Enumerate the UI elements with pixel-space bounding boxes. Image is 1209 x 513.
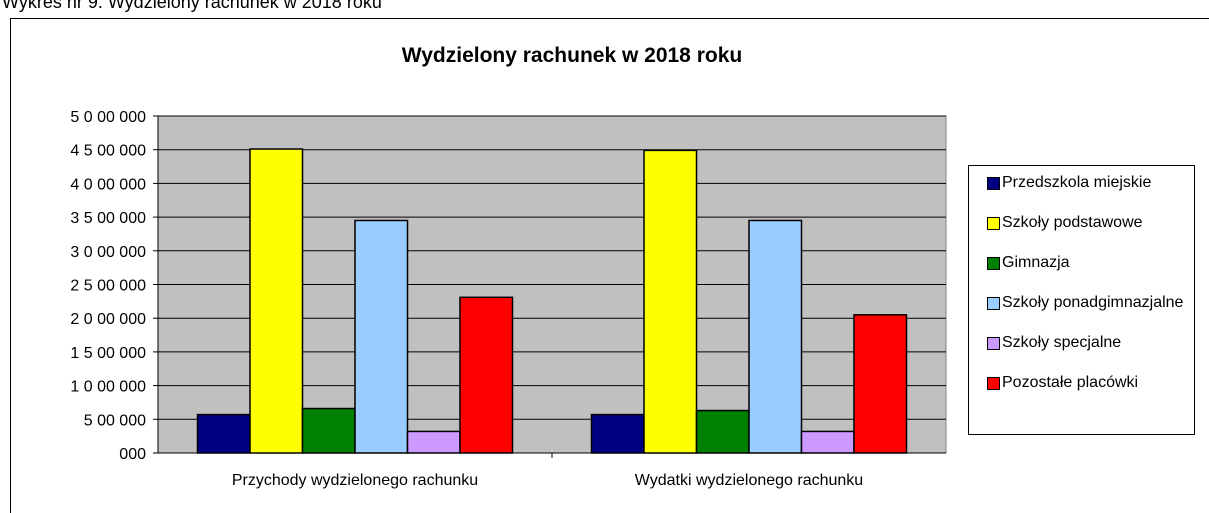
legend-label: Szkoły ponadgimnazjalne	[1002, 294, 1184, 311]
legend-swatch	[987, 337, 1000, 350]
y-tick-label: 5 0 00 000	[70, 109, 146, 126]
chart-frame	[10, 18, 1209, 513]
x-tick-label: Przychody wydzielonego rachunku	[232, 472, 478, 489]
legend-swatch	[987, 217, 1000, 230]
legend-swatch	[987, 177, 1000, 190]
legend-label: Szkoły specjalne	[1002, 334, 1122, 351]
legend-item: Szkoły podstawowe	[987, 214, 1188, 254]
legend-label: Szkoły podstawowe	[1002, 214, 1143, 231]
bar	[590, 413, 645, 454]
legend-swatch	[987, 257, 1000, 270]
y-tick-label: 3 5 00 000	[70, 210, 146, 227]
legend-label: Gimnazja	[1002, 254, 1070, 271]
y-tick-label: 4 5 00 000	[70, 143, 146, 160]
bar	[354, 219, 409, 454]
legend-item: Szkoły specjalne	[987, 334, 1188, 374]
y-tick-label: 4 0 00 000	[70, 176, 146, 193]
bar	[853, 314, 908, 454]
legend-item: Pozostałe placówki	[987, 374, 1188, 414]
y-tick-label: 5 00 000	[84, 412, 146, 429]
y-tick-label: 1 5 00 000	[70, 345, 146, 362]
chart-title: Wydzielony rachunek w 2018 roku	[402, 44, 742, 67]
legend-swatch	[987, 297, 1000, 310]
bar	[196, 413, 251, 454]
bar	[643, 149, 698, 454]
legend-item: Gimnazja	[987, 254, 1188, 294]
bar	[800, 430, 855, 454]
caption: Wykres nr 9. Wydzielony rachunek w 2018 …	[2, 0, 382, 12]
y-tick-label: 1 0 00 000	[70, 379, 146, 396]
y-tick-label: 000	[119, 446, 146, 463]
y-tick-label: 2 0 00 000	[70, 311, 146, 328]
bar	[748, 219, 803, 454]
legend-item: Przedszkola miejskie	[987, 174, 1188, 214]
y-tick-label: 2 5 00 000	[70, 278, 146, 295]
legend: Przedszkola miejskie Szkoły podstawowe Gim…	[968, 165, 1195, 435]
legend-label: Przedszkola miejskie	[1002, 174, 1152, 191]
bar	[301, 407, 356, 454]
bar	[406, 430, 461, 454]
bar	[459, 296, 514, 454]
y-tick-label: 3 0 00 000	[70, 244, 146, 261]
legend-label: Pozostałe placówki	[1002, 374, 1139, 391]
legend-item: Szkoły ponadgimnazjalne	[987, 294, 1188, 334]
bar	[249, 148, 304, 454]
x-tick-label: Wydatki wydzielonego rachunku	[635, 472, 863, 489]
legend-swatch	[987, 377, 1000, 390]
bar	[695, 409, 750, 454]
